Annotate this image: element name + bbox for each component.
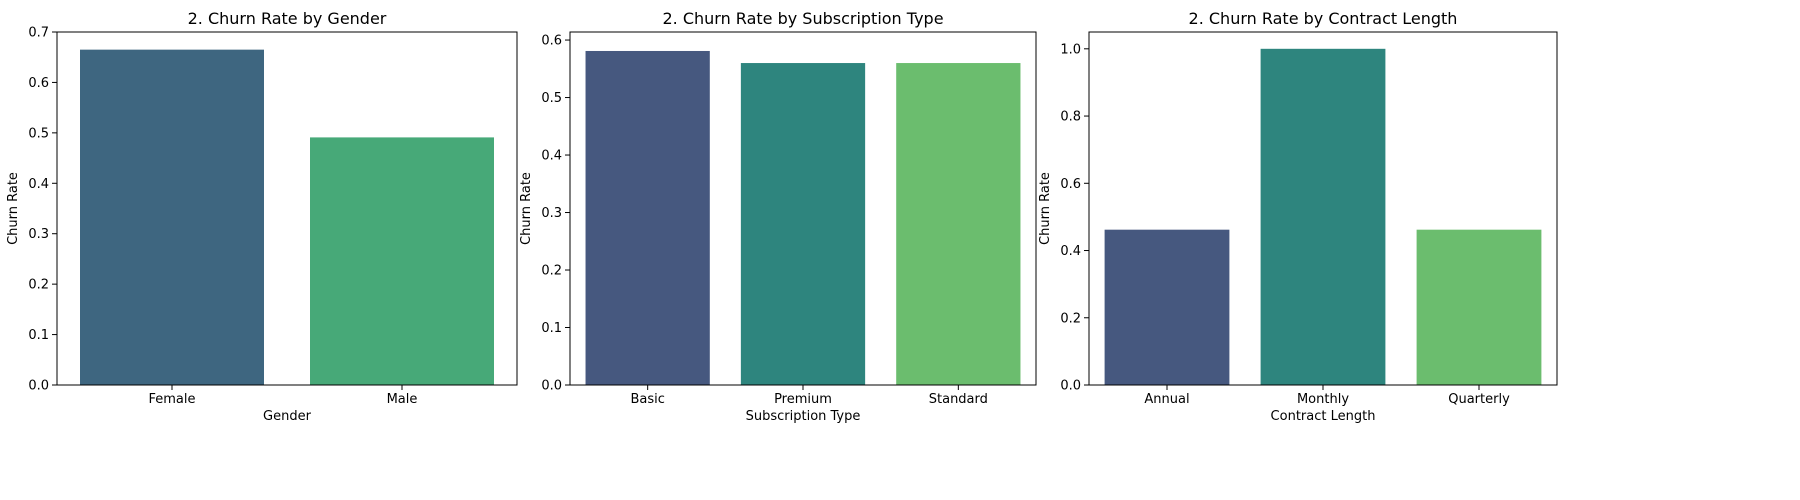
chart-churn-by-gender: 2. Churn Rate by Gender Gender Churn Rat… (6, 9, 518, 424)
y-tick-label: 0.4 (28, 177, 49, 192)
y-tick-label: 0.0 (541, 379, 562, 394)
bar-annual (1104, 229, 1230, 385)
y-axis-label: Churn Rate (6, 172, 21, 245)
bar-basic (585, 50, 710, 385)
chart-title: 2. Churn Rate by Subscription Type (662, 9, 943, 28)
y-tick-label: 0.5 (541, 91, 562, 106)
axes-frame (1088, 31, 1558, 386)
y-tick-label: 0.2 (1060, 311, 1081, 326)
y-tick-label: 0.3 (541, 206, 562, 221)
axes-frame (56, 31, 518, 386)
y-tick-label: 0.6 (28, 76, 49, 91)
y-tick-label: 0.7 (28, 26, 49, 41)
plot-area: Annual Monthly Quarterly 0.0 0.2 0.4 0.6 0.8 1.0 (1060, 31, 1558, 407)
bar-female (80, 49, 264, 386)
x-axis-label: Contract Length (1271, 409, 1376, 424)
bar-male (310, 137, 494, 385)
y-tick-label: 0.5 (28, 126, 49, 141)
y-tick-label: 0.4 (1060, 244, 1081, 259)
chart-title: 2. Churn Rate by Gender (188, 9, 387, 28)
y-tick-label: 0.1 (541, 321, 562, 336)
x-tick-label: Quarterly (1448, 392, 1510, 407)
x-tick-label: Male (387, 392, 418, 407)
axes-frame (569, 31, 1037, 386)
y-tick-label: 0.3 (28, 227, 49, 242)
plot-area: Basic Premium Standard 0.0 0.1 0.2 0.3 0.4 0.5 0.… (541, 31, 1037, 407)
x-tick-label: Female (148, 392, 195, 407)
y-tick-label: 0.8 (1060, 110, 1081, 125)
x-axis-label: Gender (263, 409, 312, 424)
x-tick-label: Standard (929, 392, 988, 407)
bar-quarterly (1416, 229, 1542, 385)
y-tick-label: 0.0 (1060, 379, 1081, 394)
plot-area: Female Male 0.0 0.1 0.2 0.3 0.4 0.5 0.6 0.7 (28, 26, 518, 407)
y-axis-label: Churn Rate (1038, 172, 1053, 245)
chart-churn-by-subscription-type: 2. Churn Rate by Subscription Type Subsc… (519, 9, 1037, 424)
bar-monthly (1260, 48, 1386, 386)
y-tick-label: 1.0 (1060, 42, 1081, 57)
bar-standard (896, 63, 1021, 386)
y-axis-label: Churn Rate (519, 172, 534, 245)
y-tick-label: 0.6 (541, 34, 562, 49)
y-tick-label: 0.2 (28, 278, 49, 293)
x-tick-label: Basic (630, 392, 664, 407)
x-tick-label: Annual (1144, 392, 1189, 407)
y-tick-label: 0.6 (1060, 177, 1081, 192)
x-tick-label: Premium (774, 392, 832, 407)
y-tick-label: 0.2 (541, 264, 562, 279)
chart-churn-by-contract-length: 2. Churn Rate by Contract Length Contrac… (1038, 9, 1558, 424)
x-axis-label: Subscription Type (746, 409, 861, 424)
x-tick-label: Monthly (1297, 392, 1349, 407)
chart-title: 2. Churn Rate by Contract Length (1189, 9, 1458, 28)
bar-premium (740, 63, 866, 386)
y-tick-label: 0.1 (28, 328, 49, 343)
y-tick-label: 0.0 (28, 379, 49, 394)
y-tick-label: 0.4 (541, 149, 562, 164)
